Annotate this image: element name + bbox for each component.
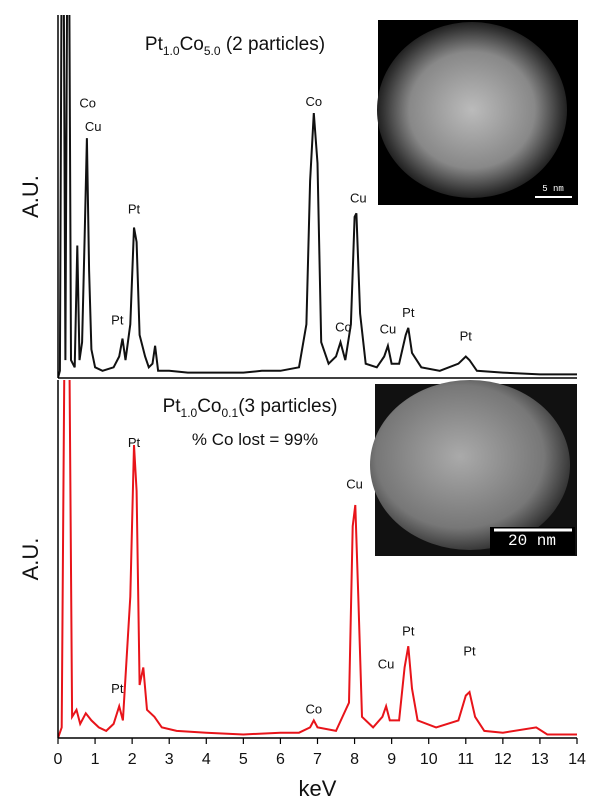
peak-label: Pt (128, 201, 141, 216)
title-part: Pt (145, 34, 164, 55)
panel-title: Pt1.0Co5.0 (2 particles) (145, 34, 325, 58)
panel-title: Pt1.0Co0.1(3 particles) (163, 396, 338, 420)
peak-label: Co (305, 94, 322, 109)
title-part: Co (197, 396, 221, 417)
peak-label: Cu (85, 119, 102, 134)
x-tick-label: 6 (276, 751, 285, 768)
peak-label: Pt (460, 328, 473, 343)
scale-box (490, 527, 575, 555)
peak-label: Pt (463, 643, 476, 658)
title-part: 1.0 (181, 406, 198, 420)
title-part: 5.0 (204, 44, 221, 58)
peak-label: Co (79, 96, 96, 111)
title-part: (3 particles) (238, 396, 337, 417)
spectrum (58, 380, 577, 739)
title-part: (2 particles) (221, 34, 326, 55)
spectrum (58, 15, 577, 379)
panel-subtitle: % Co lost = 99% (192, 430, 318, 449)
x-tick-label: 11 (457, 751, 474, 768)
particle (377, 22, 567, 198)
peak-label: Pt (111, 681, 124, 696)
y-axis-label: A.U. (18, 538, 43, 581)
title-part: Pt (163, 396, 182, 417)
x-tick-label: 10 (420, 751, 438, 768)
x-tick-label: 13 (531, 751, 549, 768)
x-tick-label: 7 (313, 751, 322, 768)
peak-label: Pt (402, 305, 415, 320)
x-tick-label: 3 (165, 751, 174, 768)
title-part: Co (180, 34, 204, 55)
peak-label: Pt (111, 312, 124, 327)
x-tick-label: 0 (54, 751, 63, 768)
x-tick-label: 12 (494, 751, 512, 768)
peak-label: Cu (346, 476, 363, 491)
x-axis-label: keV (299, 776, 337, 801)
x-tick-label: 4 (202, 751, 211, 768)
peak-label: Cu (350, 191, 367, 206)
title-part: 0.1 (222, 406, 239, 420)
x-tick-label: 8 (350, 751, 359, 768)
x-tick-label: 14 (568, 751, 586, 768)
peak-label: Cu (378, 656, 395, 671)
x-tick-label: 1 (91, 751, 100, 768)
x-tick-label: 5 (239, 751, 248, 768)
peak-label: Co (335, 319, 352, 334)
scale-label: 20 nm (508, 532, 556, 550)
peak-label: Cu (380, 321, 397, 336)
particle (370, 380, 570, 550)
x-tick-label: 9 (387, 751, 396, 768)
peak-label: Pt (128, 435, 141, 450)
x-tick-label: 2 (128, 751, 137, 768)
peak-label: Co (305, 701, 322, 716)
scale-label: 5 nm (542, 184, 564, 194)
peak-label: Pt (402, 624, 415, 639)
title-part: 1.0 (163, 44, 180, 58)
y-axis-label: A.U. (18, 175, 43, 218)
